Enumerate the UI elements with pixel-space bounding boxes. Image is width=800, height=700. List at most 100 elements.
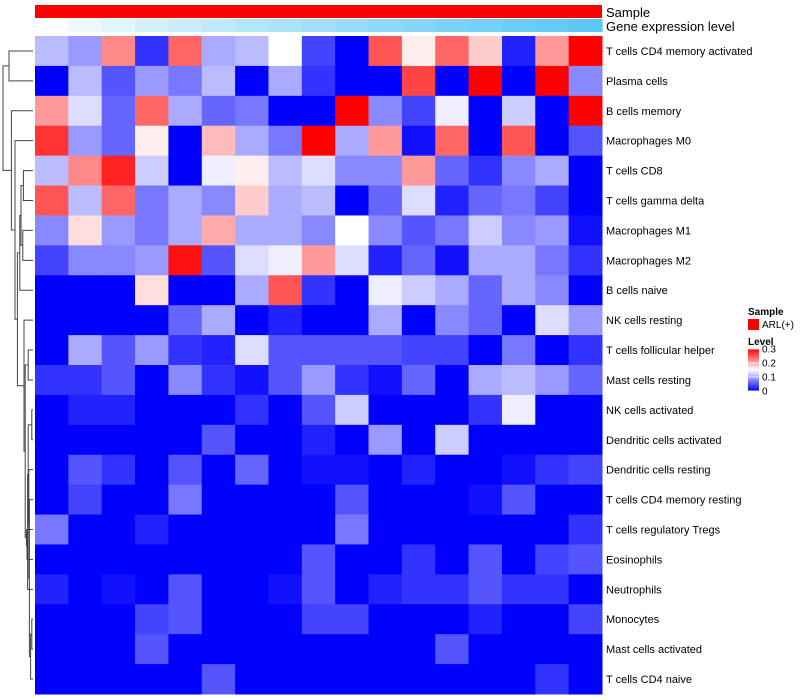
heatmap-cell	[268, 454, 303, 486]
heatmap-cell	[368, 215, 403, 246]
dendrogram-branch	[22, 229, 33, 261]
heatmap-cell	[501, 155, 536, 187]
heatmap-cell	[401, 365, 436, 396]
row-label: Macrophages M2	[606, 255, 691, 267]
heatmap-cell	[301, 604, 336, 635]
heatmap-cell	[401, 335, 436, 366]
heatmap-cell	[268, 245, 303, 276]
heatmap-cell	[368, 95, 403, 127]
heatmap-cell	[568, 454, 603, 486]
row-label: T cells CD4 memory activated	[606, 46, 753, 58]
heatmap-cell	[35, 544, 69, 575]
heatmap-cell	[168, 394, 203, 426]
heatmap-cell	[301, 394, 336, 426]
heatmap-cell	[68, 245, 103, 276]
row-label: Dendritic cells resting	[606, 465, 711, 477]
heatmap-cell	[535, 454, 570, 486]
heatmap-cell	[335, 365, 370, 396]
heatmap-cell	[435, 335, 470, 366]
gene-expression-annotation-cell	[135, 19, 170, 32]
heatmap-cell	[201, 95, 236, 127]
heatmap-cell	[435, 544, 470, 575]
heatmap-cell	[501, 454, 536, 486]
heatmap-cell	[168, 574, 203, 605]
heatmap-cell	[168, 36, 203, 67]
heatmap-cell	[335, 664, 370, 695]
heatmap-cell	[68, 185, 103, 216]
heatmap-cell	[335, 484, 370, 516]
heatmap-cell	[468, 95, 503, 127]
heatmap-cell	[101, 275, 136, 306]
heatmap-cell	[201, 634, 236, 665]
heatmap-cell	[35, 335, 69, 366]
heatmap-cell	[268, 155, 303, 187]
heatmap-cell	[368, 394, 403, 426]
heatmap-cell	[401, 36, 436, 67]
heatmap-cell	[268, 215, 303, 246]
heatmap-cell	[201, 275, 236, 306]
gene-expression-annotation-cell	[335, 19, 370, 32]
heatmap-cell	[535, 634, 570, 665]
heatmap-cell	[501, 95, 536, 127]
sample-annotation-label: Sample	[606, 5, 650, 20]
heatmap-cell	[468, 394, 503, 426]
heatmap-cell	[301, 125, 336, 157]
heatmap-cell	[301, 155, 336, 187]
row-label: T cells CD8	[606, 166, 663, 178]
heatmap-cell	[568, 365, 603, 396]
gene-expression-annotation-cell	[235, 19, 270, 32]
heatmap-cell	[468, 574, 503, 605]
heatmap-cell	[135, 394, 169, 426]
heatmap-cell	[501, 275, 536, 306]
row-label: T cells CD4 memory resting	[606, 495, 742, 507]
legend-sample-swatch	[748, 319, 759, 330]
heatmap-cell	[468, 185, 503, 216]
heatmap-cell	[35, 95, 69, 127]
heatmap-cell	[101, 454, 136, 486]
heatmap-cell	[401, 125, 436, 157]
gene-expression-annotation-cell	[201, 19, 236, 32]
heatmap-cell	[68, 604, 103, 635]
heatmap-cell	[368, 365, 403, 396]
heatmap-cell	[235, 65, 269, 97]
row-label: T cells follicular helper	[606, 345, 715, 357]
legend-level-ticks: 0.3 0.2 0.1 0	[748, 345, 776, 398]
heatmap-cell	[301, 664, 336, 695]
heatmap-cell	[35, 125, 69, 157]
heatmap-cell	[335, 275, 370, 306]
heatmap-cell	[201, 335, 236, 366]
heatmap-cell	[468, 305, 503, 336]
heatmap-cell	[435, 574, 470, 605]
heatmap-cell	[68, 454, 103, 486]
heatmap-cell	[468, 454, 503, 486]
row-label: Dendritic cells activated	[606, 435, 722, 447]
legend-level-colorbar	[748, 349, 759, 391]
heatmap-cell	[301, 36, 336, 67]
heatmap-cell	[168, 634, 203, 665]
heatmap-cell	[535, 245, 570, 276]
heatmap-cell	[435, 185, 470, 216]
heatmap-cell	[268, 634, 303, 665]
legend-sample-entry: ARL(+)	[762, 320, 794, 331]
heatmap-cell	[335, 544, 370, 575]
heatmap-cell	[468, 215, 503, 246]
heatmap-cell	[335, 394, 370, 426]
gene-expression-annotation-cell	[468, 19, 503, 32]
heatmap-cell	[435, 394, 470, 426]
heatmap-cell	[68, 394, 103, 426]
heatmap-cell	[468, 365, 503, 396]
heatmap-cell	[135, 484, 169, 516]
heatmap-cell	[235, 394, 269, 426]
heatmap-cell	[335, 305, 370, 336]
heatmap-cell	[568, 424, 603, 456]
heatmap-cell	[35, 634, 69, 665]
row-label: Mast cells resting	[606, 375, 691, 387]
heatmap-cell	[368, 574, 403, 605]
heatmap-cell	[68, 424, 103, 456]
heatmap-cell	[268, 424, 303, 456]
heatmap-cell	[335, 95, 370, 127]
heatmap-cell	[301, 185, 336, 216]
heatmap-cell	[568, 574, 603, 605]
heatmap-cell	[168, 245, 203, 276]
heatmap-cell	[568, 544, 603, 575]
